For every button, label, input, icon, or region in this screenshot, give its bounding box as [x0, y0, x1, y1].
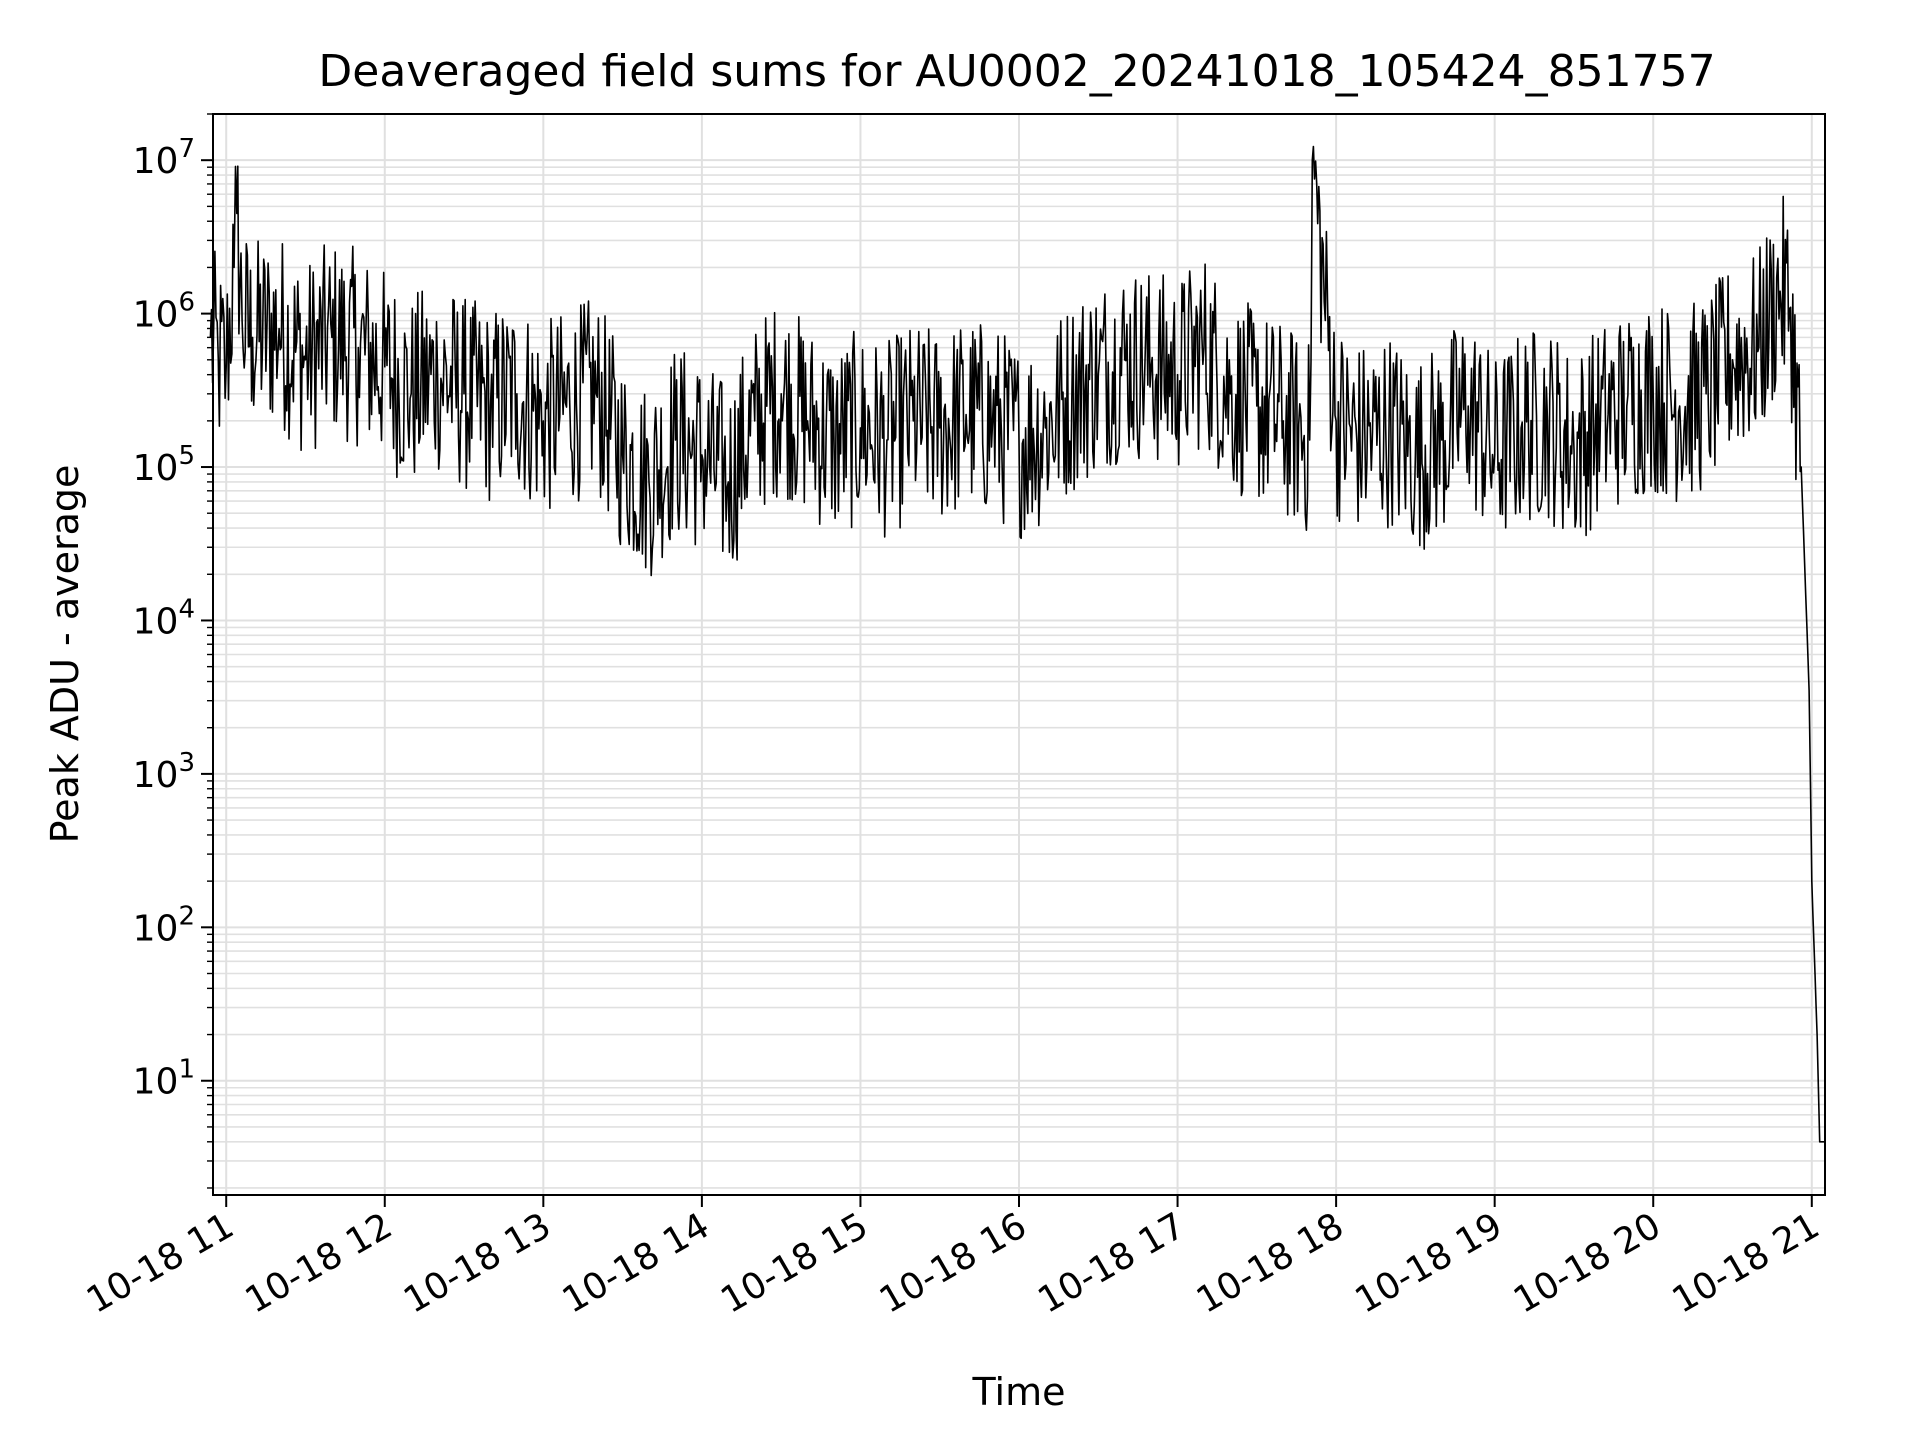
- y-tick-label: 107: [133, 134, 195, 182]
- x-axis-label: Time: [972, 1370, 1066, 1414]
- y-tick-label: 102: [133, 901, 195, 949]
- chart-title: Deaveraged field sums for AU0002_2024101…: [318, 46, 1715, 97]
- series-line: [209, 145, 1825, 1143]
- y-tick-label: 103: [133, 748, 195, 796]
- y-tick-label: 105: [133, 441, 195, 489]
- y-tick-label: 106: [133, 288, 195, 336]
- y-axis-label: Peak ADU - average: [43, 465, 87, 844]
- y-tick-label: 101: [133, 1055, 195, 1103]
- plot-frame: [212, 113, 1826, 1196]
- y-tick-label: 104: [133, 594, 195, 642]
- grid: [213, 113, 1825, 1195]
